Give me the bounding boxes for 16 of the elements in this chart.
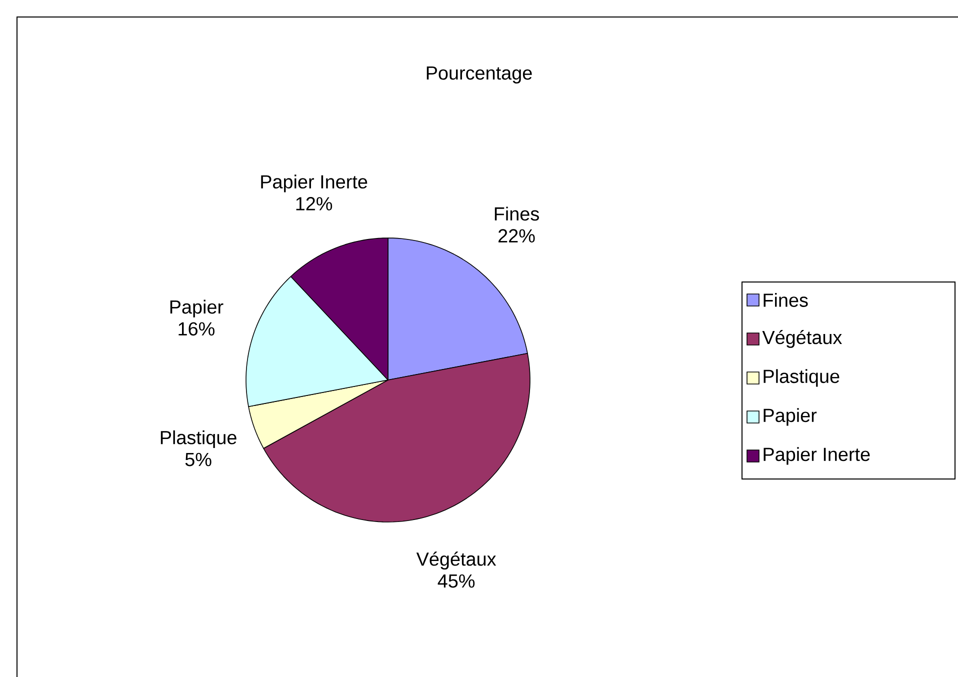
legend-label: Plastique	[764, 369, 840, 387]
slice-label: Fines	[494, 206, 539, 221]
data-label: 22%	[498, 229, 535, 242]
legend-label: Papier	[764, 408, 817, 426]
data-label: 45%	[438, 574, 475, 588]
data-label: 16%	[178, 322, 214, 336]
slice-label: Papier Inerte	[261, 174, 368, 192]
slice-label: Végétaux	[416, 552, 496, 570]
legend-label: Fines	[764, 293, 808, 307]
legend-label: Végétaux	[762, 330, 842, 348]
slice-label: Papier	[170, 300, 224, 318]
slice-label: Plastique	[160, 430, 236, 448]
chart-title: Pourcentage	[426, 66, 532, 84]
legend-label: Papier Inerte	[764, 447, 870, 465]
data-label: 12%	[296, 197, 332, 210]
data-label: 5%	[185, 452, 212, 466]
